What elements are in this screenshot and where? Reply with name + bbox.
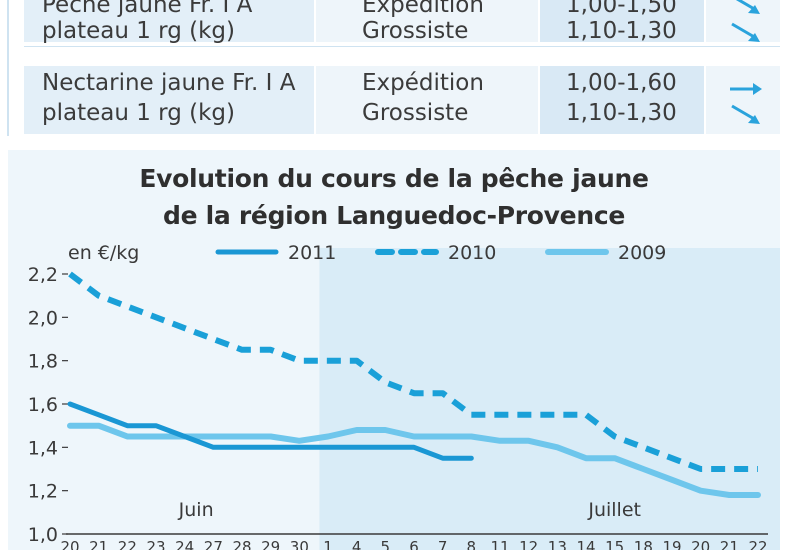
trend-cell (706, 66, 780, 134)
trend-cell (706, 0, 780, 42)
stage-cell: Expédition Grossiste (316, 66, 538, 134)
table-row: Pêche jaune Fr. I A plateau 1 rg (kg) Ex… (24, 0, 780, 44)
stage-line1: Expédition (362, 70, 484, 96)
legend-label: 2010 (448, 242, 496, 264)
price-line1: 1,00-1,60 (566, 70, 677, 96)
arrow-down-right-icon (731, 104, 760, 124)
product-line2: plateau 1 rg (kg) (42, 18, 236, 44)
price-cell: 1,00-1,50 1,10-1,30 (540, 0, 704, 44)
y-tick-label: 1,6 (28, 394, 58, 416)
x-tick-label: 23 (146, 538, 165, 550)
product-cell: Nectarine jaune Fr. I A plateau 1 rg (kg… (24, 66, 314, 134)
series-line-2011 (67, 401, 474, 461)
y-tick-label: 1,8 (28, 351, 58, 373)
y-tick-label: 2,0 (28, 307, 58, 329)
legend-label: 2011 (288, 242, 336, 264)
legend-label: 2009 (618, 242, 666, 264)
table-left-border (7, 0, 9, 136)
price-cell: 1,00-1,60 1,10-1,30 (540, 66, 704, 134)
y-axis-label: en €/kg (68, 242, 139, 264)
stage-line2: Grossiste (362, 100, 469, 126)
x-tick-label: 6 (409, 538, 419, 550)
price-line2: 1,10-1,30 (566, 18, 677, 44)
arrow-down-right-icon (735, 0, 760, 14)
x-tick-label: 8 (467, 538, 477, 550)
price-line1: 1,00-1,50 (566, 0, 677, 18)
month-label: Juin (178, 499, 214, 521)
chart-title-line1: Evolution du cours de la pêche jaune (139, 164, 649, 193)
x-tick-label: 1 (323, 538, 333, 550)
product-line1: Nectarine jaune Fr. I A (42, 70, 296, 96)
arrow-down-right-icon (731, 22, 760, 42)
x-tick-label: 15 (605, 538, 624, 550)
chart-panel: Evolution du cours de la pêche jaune de … (8, 150, 780, 550)
x-tick-label: 21 (720, 538, 739, 550)
y-tick-label: 1,4 (28, 437, 58, 459)
line-chart: 1,0 1,2 1,4 1,6 1,8 2,0 2,2 20 21 22 23 24 27 28 29 30… (28, 242, 780, 550)
x-tick-label: 18 (634, 538, 653, 550)
x-tick-label: 28 (232, 538, 251, 550)
x-tick-label: 21 (89, 538, 108, 550)
x-tick-label: 13 (548, 538, 567, 550)
x-tick-label: 4 (352, 538, 362, 550)
product-cell: Pêche jaune Fr. I A plateau 1 rg (kg) (24, 0, 314, 44)
x-tick-label: 30 (290, 538, 309, 550)
x-tick-label: 22 (748, 538, 767, 550)
month-label: Juillet (587, 499, 641, 521)
product-line1: Pêche jaune Fr. I A (42, 0, 253, 18)
stage-cell: Expédition Grossiste (316, 0, 538, 44)
x-tick-label: 27 (204, 538, 223, 550)
stage-line1: Expédition (362, 0, 484, 18)
july-background (319, 248, 780, 550)
x-tick-label: 5 (381, 538, 391, 550)
chart-title-line2: de la région Languedoc-Provence (163, 201, 625, 230)
y-tick-label: 2,2 (28, 264, 58, 286)
x-tick-label: 20 (691, 538, 710, 550)
series-line-2010 (68, 271, 758, 472)
x-tick-label: 7 (438, 538, 448, 550)
price-table: Pêche jaune Fr. I A plateau 1 rg (kg) Ex… (0, 0, 800, 140)
x-tick-label: 22 (118, 538, 137, 550)
x-tick-label: 11 (490, 538, 509, 550)
row-divider (24, 46, 780, 47)
y-tick-label: 1,2 (28, 481, 58, 503)
x-tick-label: 20 (60, 538, 79, 550)
y-tick-label: 1,0 (28, 524, 58, 546)
x-tick-label: 12 (519, 538, 538, 550)
x-tick-label: 24 (175, 538, 194, 550)
x-tick-label: 19 (662, 538, 681, 550)
x-tick-label: 29 (261, 538, 280, 550)
price-line2: 1,10-1,30 (566, 100, 677, 126)
arrow-right-icon (730, 83, 762, 95)
table-row: Nectarine jaune Fr. I A plateau 1 rg (kg… (24, 66, 780, 134)
stage-line2: Grossiste (362, 18, 469, 44)
x-tick-label: 14 (576, 538, 595, 550)
product-line2: plateau 1 rg (kg) (42, 100, 236, 126)
